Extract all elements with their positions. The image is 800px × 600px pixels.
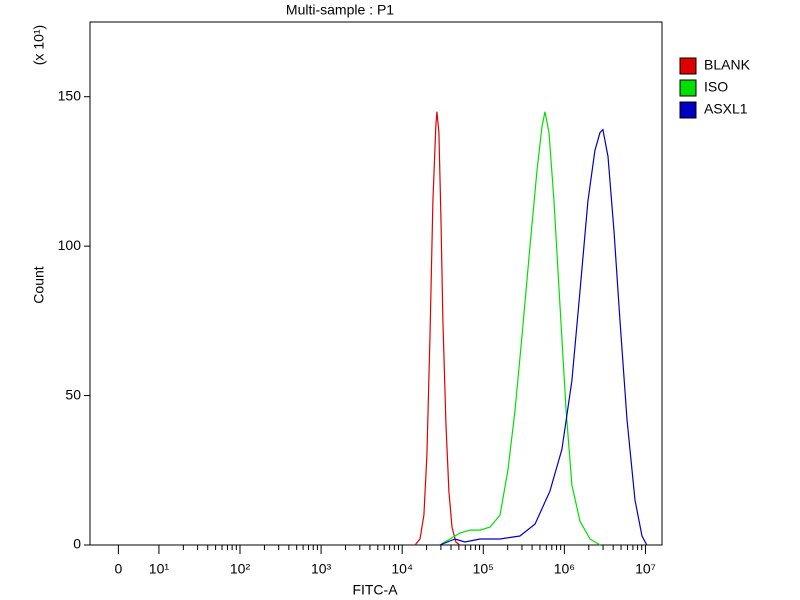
- legend-label: ASXL1: [704, 101, 748, 117]
- y-tick-label: 150: [58, 87, 82, 103]
- y-axis-label: Count: [31, 266, 47, 303]
- legend-label: BLANK: [704, 57, 751, 73]
- series-line: [439, 111, 601, 546]
- x-tick-label: 10⁶: [554, 561, 575, 577]
- legend-label: ISO: [704, 79, 728, 95]
- y-tick-label: 0: [73, 536, 81, 552]
- plot-frame: [89, 21, 663, 546]
- y-tick-label: 50: [65, 386, 81, 402]
- y-tick-label: 100: [58, 237, 82, 253]
- x-tick-label: 10⁴: [391, 561, 413, 577]
- x-tick-label: 10⁵: [473, 561, 494, 577]
- x-axis-label: FITC-A: [352, 582, 398, 598]
- legend-swatch: [679, 79, 697, 97]
- series-line: [414, 111, 461, 546]
- y-multiplier: (x 10¹): [31, 25, 47, 65]
- x-tick-label: 10³: [311, 561, 332, 577]
- x-tick-label: 0: [114, 561, 122, 577]
- x-tick-label: 10²: [230, 561, 251, 577]
- x-tick-label: 10¹: [149, 561, 170, 577]
- legend-swatch: [679, 57, 697, 75]
- series-line: [439, 128, 648, 546]
- x-tick-label: 10⁷: [635, 561, 656, 577]
- chart-title: Multi-sample : P1: [286, 2, 394, 18]
- legend-swatch: [679, 101, 697, 119]
